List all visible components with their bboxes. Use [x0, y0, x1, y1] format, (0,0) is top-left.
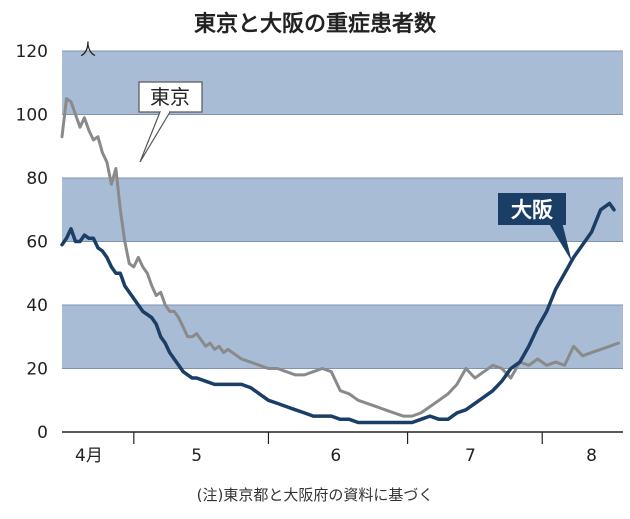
y-tick-label: 20 — [26, 360, 48, 380]
source-note: (注)東京都と大阪府の資料に基づく — [197, 486, 434, 504]
series-lines — [60, 97, 620, 425]
y-tick-label: 0 — [37, 423, 48, 443]
y-axis-unit: 人 — [80, 40, 96, 59]
y-tick-label: 120 — [16, 42, 48, 62]
x-tick-label: 7 — [465, 446, 476, 466]
callout-osaka-label: 大阪 — [511, 198, 554, 222]
chart-title: 東京と大阪の重症患者数 — [194, 11, 437, 37]
x-tick-label: 4月 — [75, 446, 103, 466]
y-tick-label: 80 — [26, 169, 48, 189]
callout-tokyo-pointer — [139, 111, 171, 163]
series-line-tokyo — [60, 97, 620, 418]
y-tick-label: 60 — [26, 233, 48, 253]
x-tick-label: 8 — [586, 446, 597, 466]
y-tick-label: 40 — [26, 296, 48, 316]
x-tick-label: 5 — [191, 446, 202, 466]
callout-osaka-box — [498, 193, 566, 225]
band-2 — [62, 305, 623, 369]
x-tick-label: 6 — [330, 446, 341, 466]
callout-osaka: 大阪 — [498, 193, 572, 262]
x-axis: 4月 5 6 7 8 — [62, 431, 623, 466]
callout-tokyo: 東京 — [138, 81, 203, 163]
callout-tokyo-label: 東京 — [150, 85, 190, 109]
series-line-osaka — [60, 201, 616, 425]
y-axis-ticks: 0 20 40 60 80 100 120 — [16, 42, 48, 443]
callout-osaka-pointer — [548, 222, 572, 262]
y-tick-label: 100 — [16, 106, 48, 126]
callout-tokyo-box — [138, 81, 203, 113]
